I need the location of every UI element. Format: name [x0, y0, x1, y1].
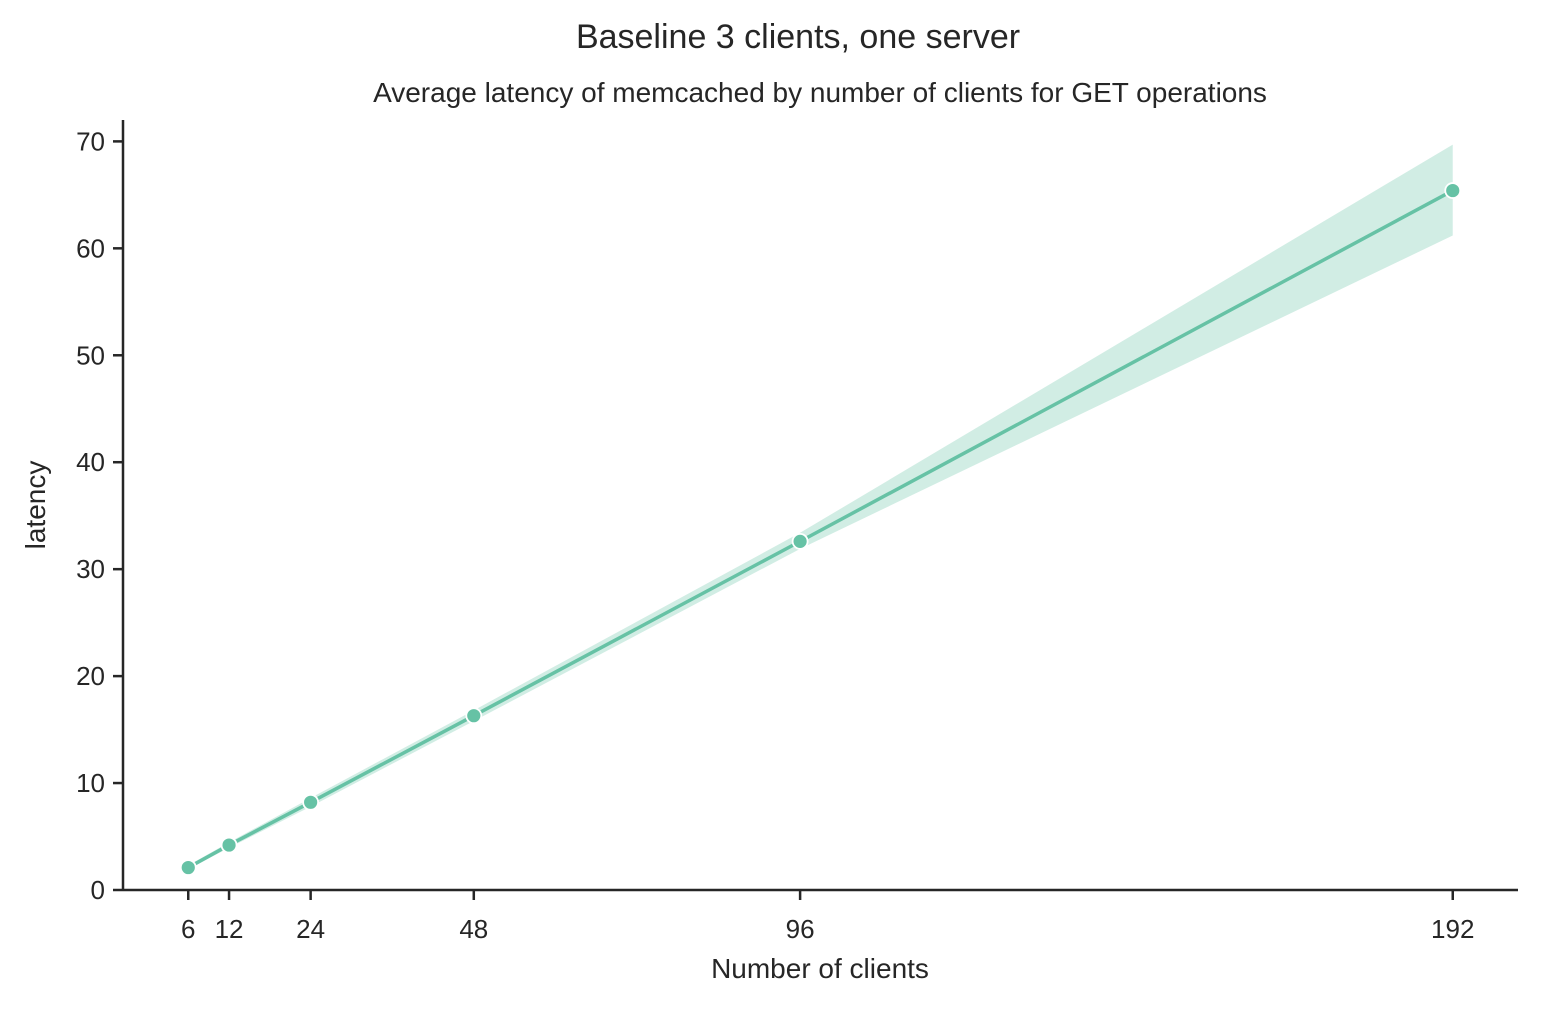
y-tick-label-30: 30: [76, 554, 105, 584]
plot-area: [179, 144, 1462, 876]
data-point-48: [465, 707, 483, 725]
data-point-24: [302, 793, 320, 811]
x-tick-label-48: 48: [459, 914, 488, 944]
series-line-0: [186, 188, 1455, 870]
x-tick-label-192: 192: [1431, 914, 1474, 944]
y-tick-label-0: 0: [91, 875, 105, 905]
y-tick-label-50: 50: [76, 340, 105, 370]
x-tick-label-96: 96: [786, 914, 815, 944]
x-tick-label-6: 6: [181, 914, 195, 944]
y-axis-label: latency: [20, 461, 51, 550]
y-tick-label-70: 70: [76, 126, 105, 156]
data-point-192: [1444, 182, 1462, 199]
axes: 0 10 20 30 40 50 60 70 6 12 24 48 96 192: [76, 120, 1518, 944]
data-point-12: [220, 836, 238, 854]
data-point-96: [791, 532, 809, 550]
y-tick-label-40: 40: [76, 447, 105, 477]
x-tick-label-12: 12: [215, 914, 244, 944]
confidence-band-0: [188, 144, 1453, 870]
data-point-6: [179, 859, 197, 876]
y-tick-label-60: 60: [76, 233, 105, 263]
x-tick-label-24: 24: [296, 914, 325, 944]
chart-subtitle: Average latency of memcached by number o…: [373, 77, 1267, 108]
chart-title: Baseline 3 clients, one server: [576, 18, 1020, 56]
y-tick-label-10: 10: [76, 768, 105, 798]
y-tick-label-20: 20: [76, 661, 105, 691]
x-axis-label: Number of clients: [711, 953, 929, 984]
